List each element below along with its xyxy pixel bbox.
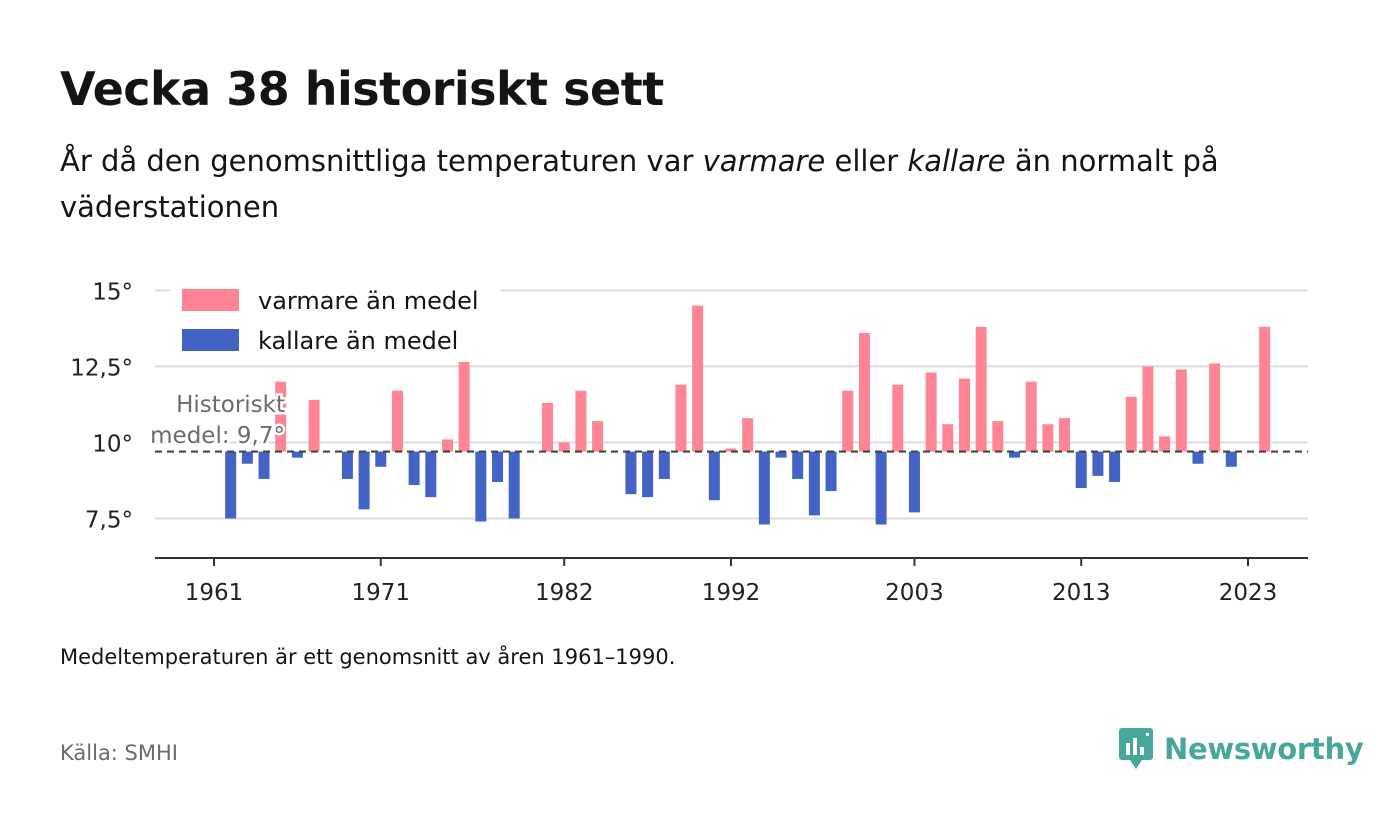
bar-1964 (258, 451, 270, 479)
x-tick-label: 1961 (185, 580, 244, 606)
bar-1994 (758, 451, 770, 525)
bar-2011 (1042, 424, 1054, 452)
bar-1962 (225, 451, 237, 519)
bar-1997 (808, 451, 820, 516)
source-label: Källa: SMHI (60, 741, 178, 765)
baseline-label-line: medel: 9,7° (150, 423, 285, 449)
newsworthy-logo: Newsworthy (1118, 727, 1364, 771)
bar-2003 (908, 451, 920, 513)
bar-1987 (642, 451, 654, 498)
bar-1973 (408, 451, 420, 486)
bar-1984 (592, 421, 604, 452)
bar-1983 (575, 390, 587, 452)
bar-2012 (1059, 418, 1071, 452)
bar-1991 (708, 451, 720, 501)
bar-2015 (1109, 451, 1121, 482)
bar-1999 (842, 390, 854, 452)
subtitle-part-3: än normalt på väderstationen (60, 144, 1219, 224)
bar-1995 (775, 451, 787, 458)
bar-1971 (375, 451, 387, 467)
bar-2022 (1225, 451, 1237, 467)
chart-subtitle: År då den genomsnittliga temperaturen va… (60, 138, 1280, 230)
bar-1990 (692, 305, 704, 452)
newsworthy-logo-icon (1119, 728, 1153, 769)
bar-1996 (792, 451, 804, 479)
bar-1986 (625, 451, 637, 495)
bar-1982 (558, 442, 570, 452)
bar-2007 (975, 326, 987, 452)
bar-2021 (1209, 363, 1221, 452)
bar-2005 (942, 424, 954, 452)
footnote: Medeltemperaturen är ett genomsnitt av å… (60, 645, 676, 669)
subtitle-warmer-word: varmare (702, 144, 826, 178)
x-axis-ticks: 1961 1971 1982 1992 2003 2013 2023 (185, 558, 1278, 606)
y-tick-label: 12,5° (70, 355, 133, 381)
bar-1975 (441, 439, 453, 452)
bar-2014 (1092, 451, 1104, 476)
bar-2017 (1142, 366, 1154, 452)
bar-1988 (658, 451, 670, 479)
bar-1989 (675, 384, 687, 452)
bar-2010 (1025, 381, 1037, 452)
y-tick-label: 15° (92, 279, 133, 305)
bar-1981 (542, 402, 554, 452)
legend-label: varmare än medel (258, 287, 479, 315)
x-tick-label: 1982 (535, 580, 594, 606)
brand-name: Newsworthy (1164, 732, 1364, 766)
bar-1977 (475, 451, 487, 522)
legend: varmare än medel kallare än medel (170, 282, 500, 362)
legend-swatch (182, 329, 239, 351)
x-tick-label: 2013 (1052, 580, 1111, 606)
bar-1970 (358, 451, 370, 510)
bar-2009 (1009, 451, 1021, 458)
bar-1992 (725, 448, 737, 452)
bar-1969 (341, 451, 353, 479)
x-tick-label: 2023 (1219, 580, 1278, 606)
baseline-label: Historiskt medel: 9,7° (148, 390, 288, 452)
y-tick-label: 7,5° (85, 507, 133, 533)
y-axis-ticks: 7,5° 10° 12,5° 15° (70, 279, 133, 533)
bar-2008 (992, 421, 1004, 452)
subtitle-part-1: År då den genomsnittliga temperaturen va… (60, 144, 703, 178)
bar-1967 (308, 399, 320, 452)
bar-2006 (958, 378, 970, 452)
bar-2000 (858, 332, 870, 452)
bar-2013 (1075, 451, 1087, 489)
bar-1965 (275, 381, 287, 452)
bar-2016 (1125, 396, 1137, 452)
bar-2020 (1192, 451, 1204, 464)
x-tick-label: 1992 (702, 580, 761, 606)
bar-1972 (391, 390, 403, 452)
bar-2004 (925, 372, 937, 452)
bar-1978 (492, 451, 504, 482)
bar-1993 (742, 418, 754, 452)
bar-chart: 1961 1971 1982 1992 2003 2013 2023 7,5° 10° 12,5… (70, 279, 1308, 606)
bar-1979 (508, 451, 520, 519)
chart-title: Vecka 38 historiskt sett (60, 62, 664, 116)
subtitle-part-2: eller (825, 144, 908, 178)
x-tick-label: 1971 (352, 580, 411, 606)
subtitle-colder-word: kallare (907, 144, 1006, 178)
y-tick-label: 10° (92, 431, 133, 457)
bar-2001 (875, 451, 887, 525)
bar-2018 (1159, 436, 1171, 452)
bar-2002 (892, 384, 904, 452)
bar-1963 (241, 451, 253, 464)
bars (225, 305, 1271, 525)
bar-2024 (1259, 326, 1271, 452)
bar-1976 (458, 354, 470, 452)
bar-2019 (1175, 369, 1187, 452)
baseline-label-line: Historiskt (176, 392, 285, 418)
bar-1966 (291, 451, 303, 458)
legend-label: kallare än medel (258, 327, 458, 355)
bar-1998 (825, 451, 837, 492)
x-tick-label: 2003 (885, 580, 944, 606)
bar-1974 (425, 451, 437, 498)
legend-swatch (182, 289, 239, 311)
